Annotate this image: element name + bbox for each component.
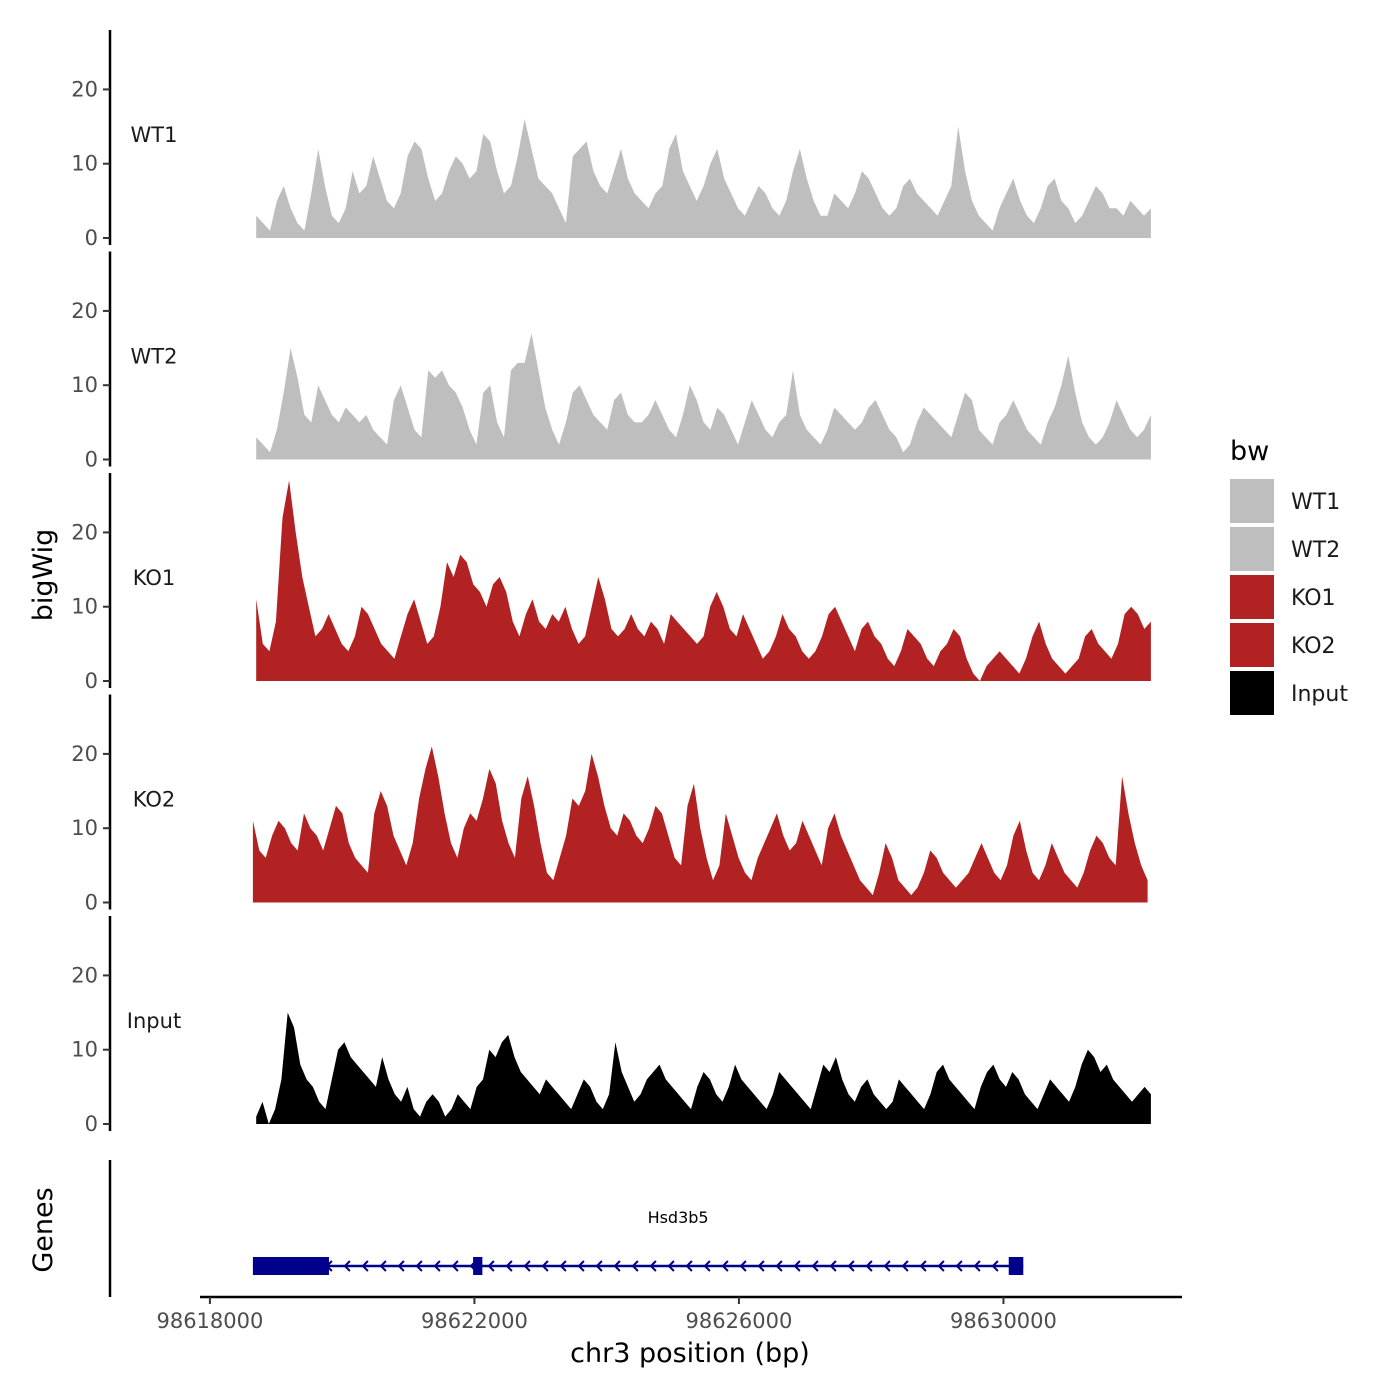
strand-arrow: [883, 1260, 891, 1272]
legend-label-ko1: KO1: [1291, 586, 1336, 611]
x-axis-title: chr3 position (bp): [570, 1338, 810, 1369]
y-axis-title-bigwig: bigWig: [28, 529, 59, 622]
strand-arrow: [577, 1260, 585, 1272]
legend: bw WT1 WT2 KO1 KO2 Input: [1230, 436, 1348, 715]
track-wt1: 0 10 20 WT1: [71, 30, 1151, 250]
strand-arrow: [919, 1260, 927, 1272]
track-input: 0 10 20 Input: [71, 916, 1151, 1136]
track-wt2: 0 10 20 WT2: [71, 251, 1151, 472]
strand-arrow: [973, 1260, 981, 1272]
strand-arrow: [991, 1260, 999, 1272]
track-label-ko2: KO2: [133, 788, 176, 812]
legend-label-wt2: WT2: [1291, 538, 1340, 563]
track-label-wt1: WT1: [131, 123, 178, 147]
y-tick-label: 20: [71, 963, 98, 987]
y-tick-label: 0: [85, 891, 98, 915]
strand-arrow: [829, 1260, 837, 1272]
strand-arrow: [811, 1260, 819, 1272]
y-tick-label: 20: [71, 77, 98, 101]
gene-exon: [1008, 1257, 1024, 1275]
y-tick-label: 0: [85, 448, 98, 472]
strand-arrow: [649, 1260, 657, 1272]
y-tick-label: 20: [71, 520, 98, 544]
strand-arrow: [865, 1260, 873, 1272]
legend-label-ko2: KO2: [1291, 634, 1336, 659]
strand-arrow: [541, 1260, 549, 1272]
legend-label-input: Input: [1291, 682, 1348, 707]
legend-title: bw: [1230, 436, 1269, 467]
y-tick-label: 20: [71, 299, 98, 323]
track-label-input: Input: [127, 1009, 181, 1033]
strand-arrow: [397, 1260, 405, 1272]
strand-arrow: [937, 1260, 945, 1272]
gene-hsd3b5: Hsd3b5: [252, 1208, 1024, 1275]
legend-key-wt1: [1230, 479, 1274, 523]
track-panels: 0 10 20 WT1 0 10 20 WT2 0 10 20 KO1 0 10 20 KO2 0 10 20 Inp…: [71, 30, 1151, 1136]
y-axis-title-genes: Genes: [28, 1187, 59, 1272]
strand-arrow: [703, 1260, 711, 1272]
y-tick-label: 10: [71, 373, 98, 397]
y-tick-label: 0: [85, 669, 98, 693]
track-ko2: 0 10 20 KO2: [71, 694, 1148, 915]
y-tick-label: 10: [71, 152, 98, 176]
legend-label-wt1: WT1: [1291, 490, 1340, 515]
strand-arrow: [523, 1260, 531, 1272]
strand-arrow: [505, 1260, 513, 1272]
y-tick-label: 10: [71, 595, 98, 619]
strand-arrow: [559, 1260, 567, 1272]
area-input: [256, 1012, 1151, 1124]
strand-arrow: [793, 1260, 801, 1272]
y-tick-label: 10: [71, 1038, 98, 1062]
gene-panel: Hsd3b5: [108, 1160, 1024, 1297]
strand-arrow: [379, 1260, 387, 1272]
legend-key-input: [1230, 671, 1274, 715]
y-tick-label: 0: [85, 1112, 98, 1136]
x-tick-label: 98630000: [950, 1309, 1057, 1333]
gene-label: Hsd3b5: [648, 1208, 709, 1227]
strand-arrow: [721, 1260, 729, 1272]
track-label-ko1: KO1: [133, 566, 176, 590]
strand-arrow: [451, 1260, 459, 1272]
y-tick-label: 0: [85, 226, 98, 250]
area-wt2: [256, 333, 1151, 460]
strand-arrow: [433, 1260, 441, 1272]
strand-arrow: [415, 1260, 423, 1272]
x-tick-label: 98622000: [421, 1309, 528, 1333]
strand-arrow: [901, 1260, 909, 1272]
strand-arrow: [955, 1260, 963, 1272]
x-tick-label: 98626000: [685, 1309, 792, 1333]
strand-arrow: [739, 1260, 747, 1272]
legend-key-wt2: [1230, 527, 1274, 571]
y-tick-label: 10: [71, 816, 98, 840]
legend-key-ko2: [1230, 623, 1274, 667]
x-axis: 98618000 98622000 98626000 98630000: [156, 1295, 1182, 1333]
strand-arrow: [361, 1260, 369, 1272]
legend-key-ko1: [1230, 575, 1274, 619]
strand-arrow: [631, 1260, 639, 1272]
track-ko1: 0 10 20 KO1: [71, 473, 1151, 693]
track-label-wt2: WT2: [131, 345, 178, 369]
strand-arrow: [847, 1260, 855, 1272]
strand-arrow: [613, 1260, 621, 1272]
strand-arrow: [757, 1260, 765, 1272]
strand-arrow: [595, 1260, 603, 1272]
gene-exon: [252, 1257, 329, 1275]
strand-arrow: [343, 1260, 351, 1272]
area-ko1: [256, 480, 1151, 681]
strand-arrow: [685, 1260, 693, 1272]
strand-arrow: [487, 1260, 495, 1272]
gene-exon: [473, 1257, 483, 1275]
area-wt1: [256, 119, 1151, 238]
y-tick-label: 20: [71, 742, 98, 766]
strand-arrow: [667, 1260, 675, 1272]
area-ko2: [252, 746, 1148, 903]
strand-arrow: [775, 1260, 783, 1272]
x-tick-label: 98618000: [156, 1309, 263, 1333]
